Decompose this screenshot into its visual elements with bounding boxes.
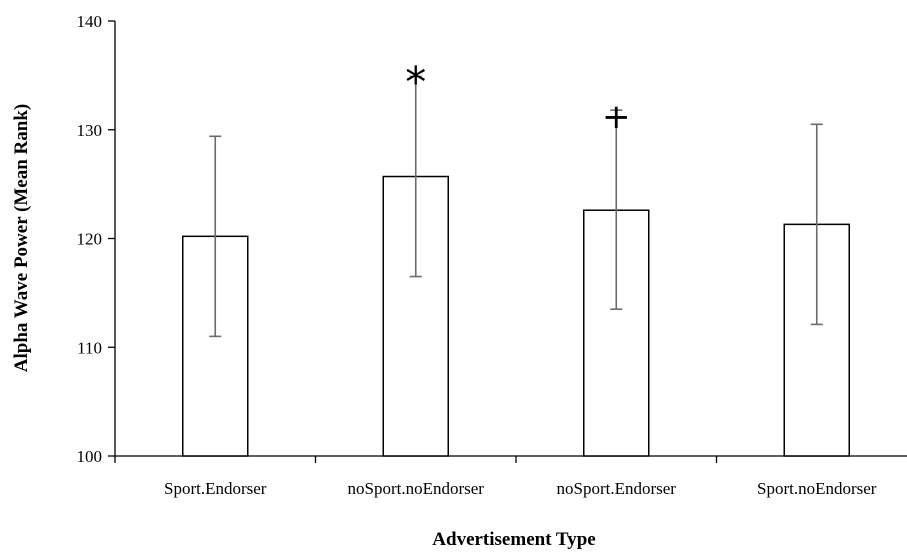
x-axis: Sport.Endorser noSport.noEndorser noSport.… [114, 455, 907, 498]
x-tick-label: noSport.noEndorser [348, 479, 485, 498]
error-bars [209, 75, 823, 338]
y-axis-title: Alpha Wave Power (Mean Rank) [11, 104, 32, 372]
x-axis-title: Advertisement Type [432, 529, 595, 550]
y-tick-label: 120 [77, 230, 103, 249]
y-tick-label: 140 [77, 12, 103, 31]
y-axis: 100 110 120 130 140 [77, 12, 116, 466]
y-tick-label: 100 [77, 447, 103, 466]
significance-plus: + [602, 97, 631, 137]
x-tick-label: Sport.Endorser [164, 479, 267, 498]
annotations: *+ [405, 57, 630, 137]
x-tick-label: noSport.Endorser [557, 479, 677, 498]
bars [182, 175, 850, 457]
y-tick-label: 110 [77, 338, 102, 357]
x-tick-label: Sport.noEndorser [757, 479, 877, 498]
y-tick-label: 130 [77, 121, 103, 140]
significance-asterisk: * [405, 57, 426, 106]
